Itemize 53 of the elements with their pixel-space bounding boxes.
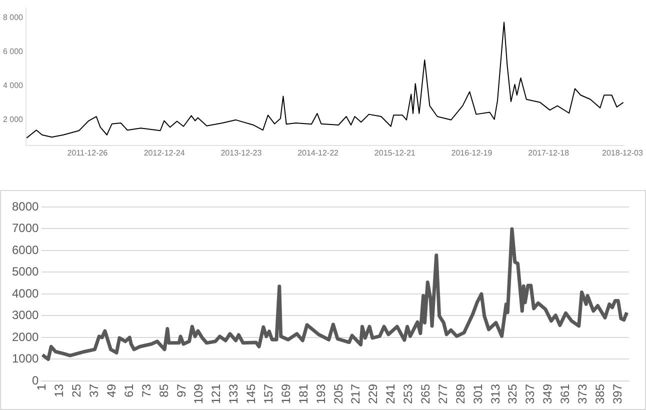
x-tick-label: 301	[470, 384, 485, 404]
x-tick-label: 2015-12-21	[374, 148, 416, 158]
x-tick-label: 2014-12-22	[298, 148, 340, 158]
x-tick-label: 109	[192, 384, 206, 404]
y-tick-label: 1000	[12, 352, 40, 366]
x-tick-label: 2018-12-03	[602, 148, 644, 158]
x-tick-label: 373	[576, 384, 590, 404]
x-tick-label: 37	[87, 384, 102, 398]
x-tick-label: 385	[592, 384, 607, 404]
x-tick-label: 13	[52, 384, 66, 398]
x-tick-label: 121	[209, 384, 224, 404]
x-tick-label: 205	[331, 384, 346, 404]
y-tick-label: 4 000	[2, 81, 24, 90]
x-tick-label: 241	[384, 384, 398, 404]
x-tick-label: 397	[610, 384, 624, 404]
y-tick-label: 6 000	[2, 47, 24, 56]
y-tick-label: 8000	[12, 199, 40, 214]
x-tick-label: 337	[523, 384, 538, 404]
x-tick-label: 133	[226, 384, 241, 404]
y-tick-label: 6000	[12, 242, 40, 257]
x-tick-label: 361	[558, 384, 572, 404]
x-tick-label: 181	[296, 384, 310, 404]
x-tick-label: 349	[540, 384, 555, 404]
x-tick-label: 169	[278, 384, 293, 404]
x-tick-label: 265	[418, 384, 433, 404]
y-tick-label: 2000	[12, 330, 40, 344]
y-tick-label: 7000	[12, 221, 40, 236]
x-tick-label: 73	[139, 384, 154, 398]
x-tick-label: 145	[244, 384, 258, 404]
x-tick-label: 97	[174, 384, 188, 398]
y-tick-label: 4000	[12, 286, 40, 300]
x-tick-label: 85	[156, 384, 171, 398]
x-tick-label: 289	[453, 384, 468, 404]
x-tick-label: 157	[262, 384, 276, 404]
x-tick-label: 2011-12-26	[67, 148, 108, 158]
x-tick-label: 2017-12-18	[528, 148, 570, 158]
x-tick-label: 49	[104, 384, 119, 398]
x-tick-label: 193	[314, 384, 328, 404]
x-tick-label: 277	[436, 384, 450, 404]
y-tick-label: 8 000	[2, 13, 24, 22]
x-tick-label: 25	[70, 384, 84, 398]
x-tick-label: 325	[506, 384, 520, 404]
x-tick-label: 313	[488, 384, 502, 404]
x-tick-label: 2013-12-23	[220, 148, 262, 158]
x-tick-label: 2012-12-24	[144, 148, 186, 158]
y-tick-label: 5000	[12, 264, 40, 279]
x-tick-label: 2016-12-19	[451, 148, 493, 158]
x-tick-label: 253	[401, 384, 416, 404]
y-tick-label: 3000	[12, 308, 40, 322]
y-tick-label: 2 000	[2, 115, 24, 124]
x-tick-label: 61	[122, 384, 136, 398]
x-tick-label: 229	[366, 384, 380, 404]
x-tick-label: 217	[348, 384, 363, 404]
